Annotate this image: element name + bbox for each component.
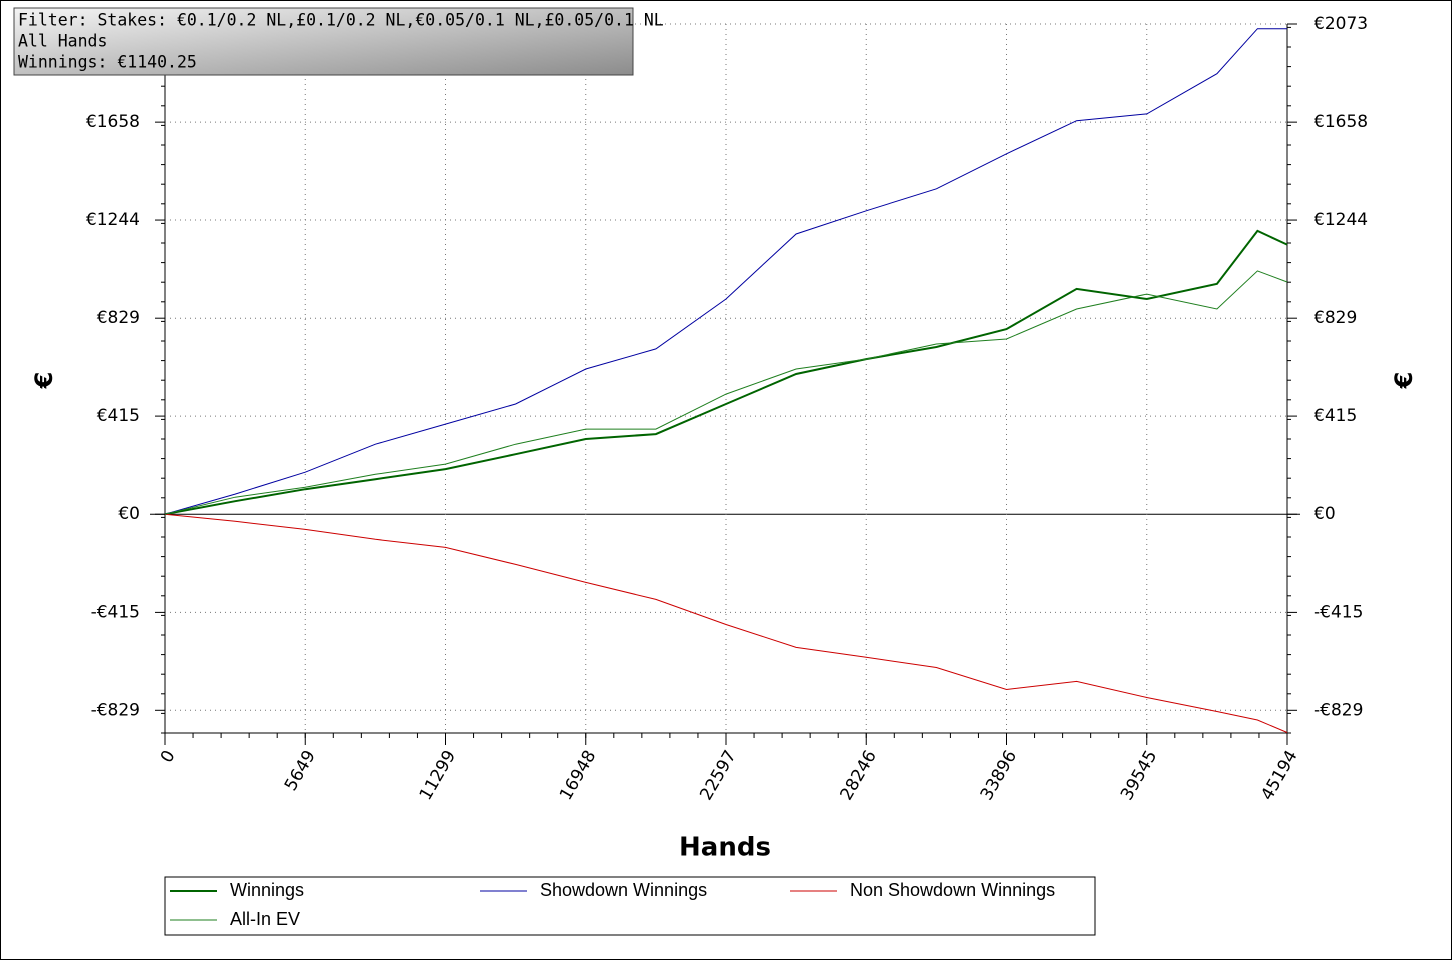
y2-tick-label: €0: [1314, 504, 1336, 524]
legend-label: Showdown Winnings: [540, 880, 707, 900]
filter-text: All Hands: [18, 32, 107, 51]
y2-tick-label: €1658: [1314, 112, 1368, 132]
y2-tick-label: -€415: [1314, 602, 1363, 622]
y-tick-label: €1658: [86, 112, 140, 132]
legend: [164, 876, 1096, 936]
series-line: [164, 513, 1288, 733]
y2-tick-label: €415: [1314, 406, 1357, 426]
y-axis-label: €: [30, 372, 58, 390]
legend-label: Winnings: [230, 880, 304, 900]
y2-tick-label: €1244: [1314, 210, 1368, 230]
y-tick-label: €0: [118, 504, 140, 524]
y-tick-label: €415: [97, 406, 140, 426]
filter-box: [13, 7, 634, 76]
series-line: [164, 270, 1288, 515]
filter-text: Filter: Stakes: €0.1/0.2 NL,£0.1/0.2 NL,…: [18, 11, 664, 30]
y-tick-label: -€829: [91, 700, 140, 720]
y2-tick-label: -€829: [1314, 700, 1363, 720]
y-tick-label: -€415: [91, 602, 140, 622]
y-tick-label: €829: [97, 308, 140, 328]
y2-tick-label: €829: [1314, 308, 1357, 328]
legend-label: All-In EV: [230, 909, 300, 929]
y2-tick-label: €2073: [1314, 14, 1368, 34]
y-tick-label: €1244: [86, 210, 140, 230]
legend-label: Non Showdown Winnings: [850, 880, 1055, 900]
y2-axis-label: €: [1390, 372, 1418, 390]
x-axis-label: Hands: [679, 833, 771, 863]
filter-text: Winnings: €1140.25: [18, 53, 197, 72]
series-line: [164, 28, 1287, 515]
